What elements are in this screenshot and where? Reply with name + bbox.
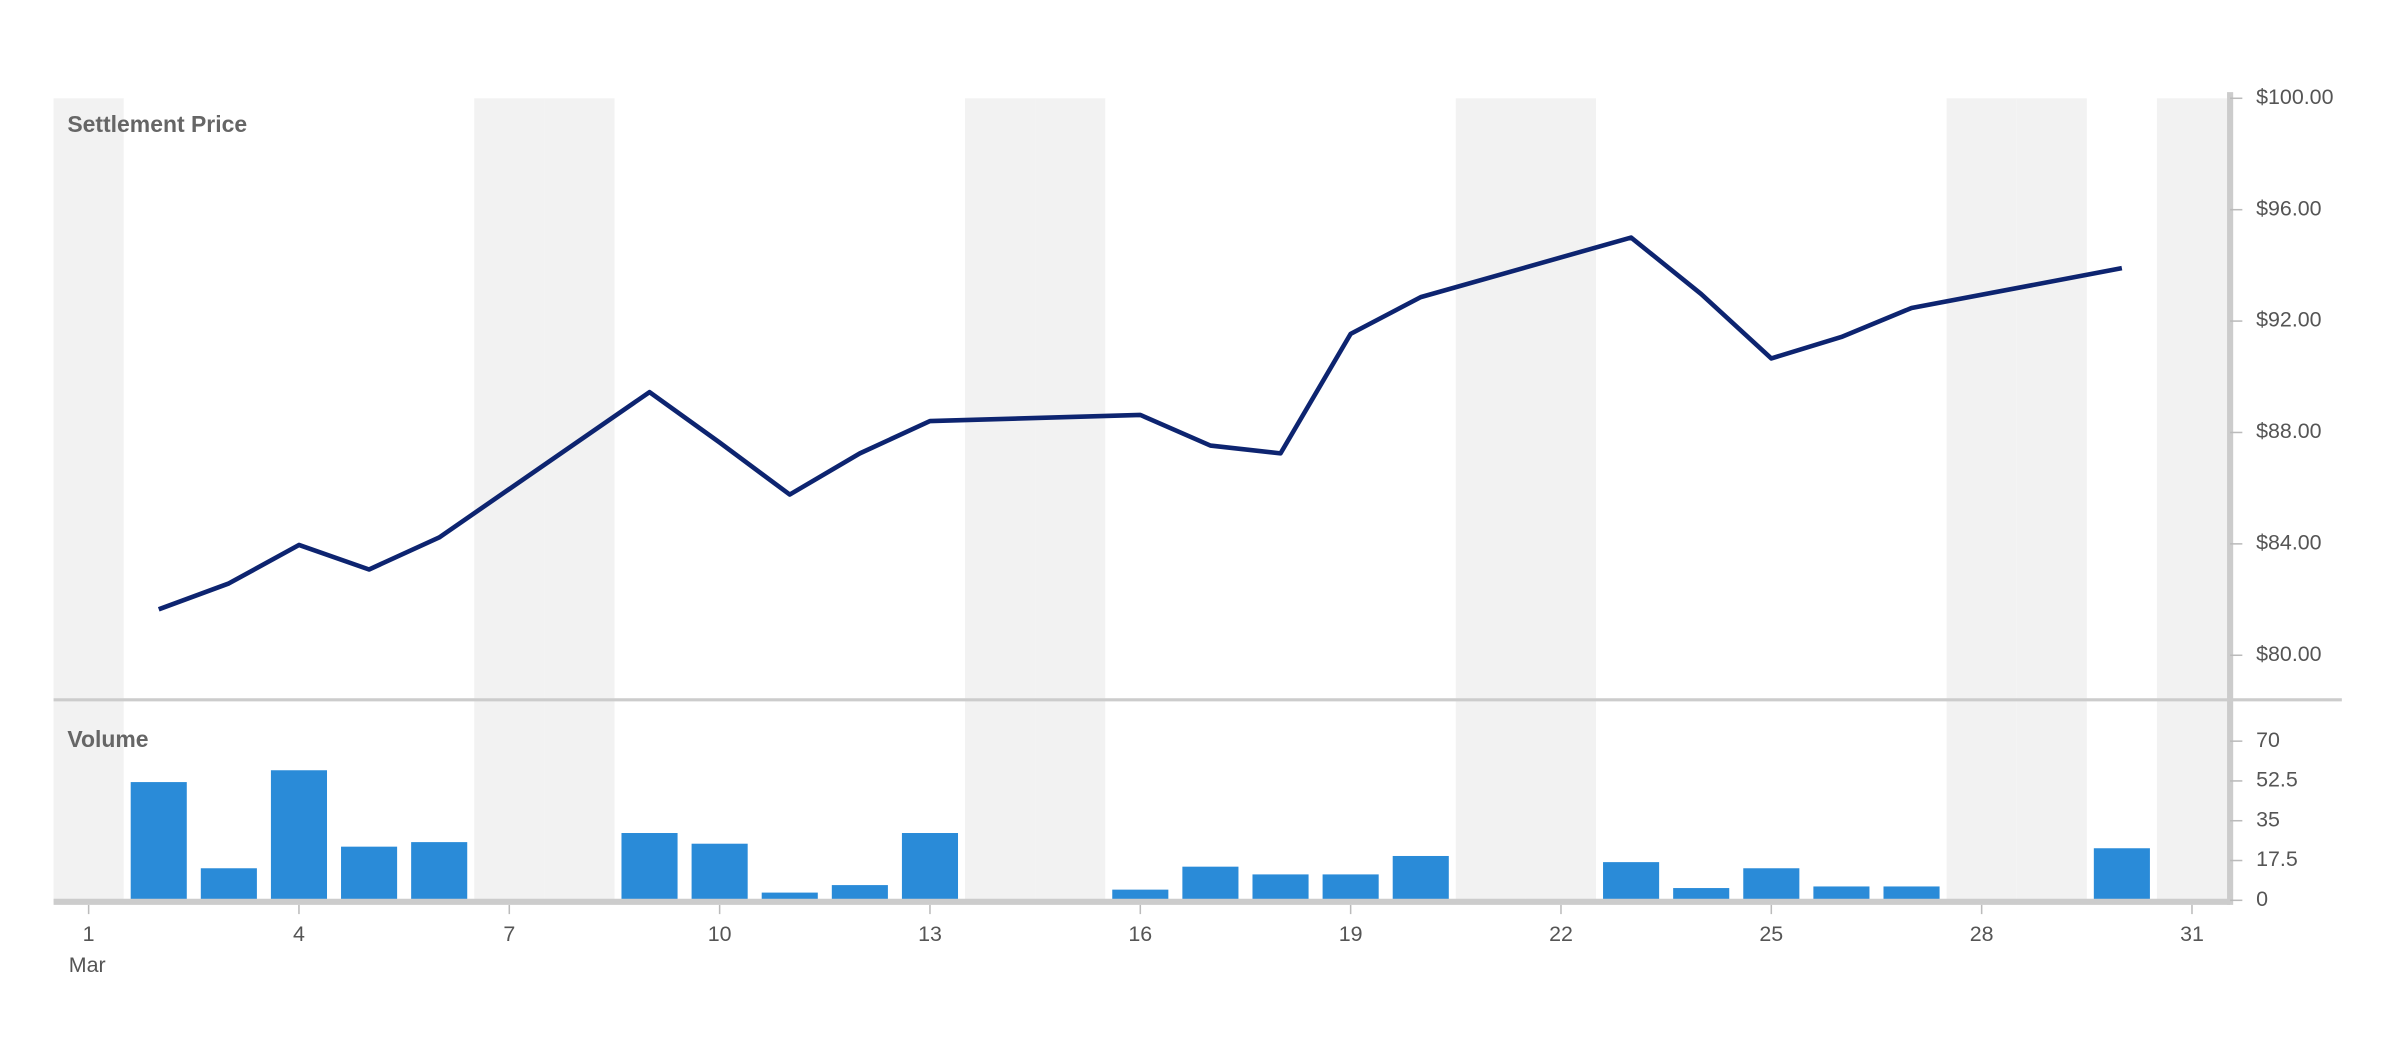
y-tick-label: $80.00 — [2256, 642, 2322, 666]
x-tick-label: 19 — [1339, 922, 1363, 946]
y-tick-label: 35 — [2256, 807, 2280, 831]
volume-bar — [2093, 848, 2150, 901]
y-tick-label: $96.00 — [2256, 196, 2322, 220]
weekend-band — [544, 98, 615, 902]
x-tick-label: 16 — [1128, 922, 1152, 946]
weekend-band — [2016, 98, 2087, 902]
y-tick-label: 17.5 — [2256, 847, 2298, 871]
weekend-band — [1455, 98, 1526, 902]
y-tick-label: $88.00 — [2256, 419, 2322, 443]
volume-bar — [1322, 874, 1379, 901]
x-tick-label: 25 — [1759, 922, 1783, 946]
x-tick-label: 7 — [503, 922, 515, 946]
weekend-band — [53, 98, 124, 902]
volume-bar — [901, 833, 959, 901]
volume-bar — [341, 846, 398, 901]
volume-bar — [691, 843, 748, 901]
y-tick-label: 52.5 — [2256, 768, 2298, 792]
volume-bar — [1883, 886, 1940, 901]
price-title: Settlement Price — [67, 111, 247, 137]
x-tick-label: 28 — [1970, 922, 1994, 946]
y-tick-label: $92.00 — [2256, 308, 2322, 332]
weekend-band — [965, 98, 1036, 902]
volume-bar — [1603, 862, 1660, 901]
volume-bar — [1182, 866, 1239, 901]
volume-bar — [761, 892, 818, 901]
volume-bar — [1392, 855, 1449, 901]
mark-layer — [130, 235, 2150, 901]
price-line — [157, 235, 2123, 612]
weekend-band — [1035, 98, 1106, 902]
volume-bar — [200, 868, 257, 901]
x-sublabel: Mar — [69, 953, 106, 977]
y-tick-label: 0 — [2256, 887, 2268, 911]
volume-bar — [1673, 888, 1730, 901]
volume-bar — [1112, 889, 1169, 901]
volume-bar — [621, 833, 678, 901]
y-tick-label: $100.00 — [2256, 85, 2333, 109]
x-tick-label: 13 — [918, 922, 942, 946]
x-tick-label: 4 — [293, 922, 305, 946]
x-tick-label: 31 — [2180, 922, 2204, 946]
volume-bar — [270, 770, 328, 901]
x-tick-label: 22 — [1549, 922, 1573, 946]
volume-bar — [130, 782, 187, 901]
x-tick-label: 10 — [708, 922, 732, 946]
weekend-band — [1525, 98, 1597, 902]
volume-bar — [1813, 886, 1870, 901]
volume-bar — [831, 885, 888, 901]
volume-title: Volume — [67, 726, 148, 752]
weekend-band — [474, 98, 545, 902]
weekend-band — [1946, 98, 2017, 902]
shading-layer — [53, 98, 2228, 902]
x-tick-label: 1 — [83, 922, 95, 946]
volume-bar — [411, 842, 468, 901]
weekend-band — [2156, 98, 2228, 902]
y-tick-label: 70 — [2256, 728, 2280, 752]
y-tick-label: $84.00 — [2256, 531, 2322, 555]
volume-bar — [1252, 874, 1309, 901]
volume-bar — [1743, 868, 1800, 901]
